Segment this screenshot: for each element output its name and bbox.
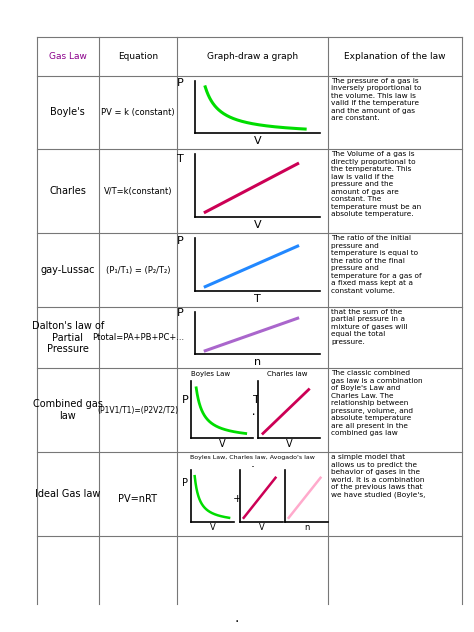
Text: Ptotal=PA+PB+PC+...: Ptotal=PA+PB+PC+... — [92, 333, 184, 342]
Text: V: V — [288, 478, 294, 488]
Text: Graph-draw a graph: Graph-draw a graph — [207, 52, 298, 61]
X-axis label: V: V — [259, 523, 264, 532]
Text: Gas Law: Gas Law — [49, 52, 87, 61]
Text: Explanation of the law: Explanation of the law — [344, 52, 446, 61]
Text: a simple model that
allows us to predict the
behavior of gases in the
world. It : a simple model that allows us to predict… — [331, 454, 426, 498]
Text: Dalton's law of
Partial
Pressure: Dalton's law of Partial Pressure — [32, 321, 104, 354]
Text: PV=nRT: PV=nRT — [118, 494, 157, 504]
Text: .: . — [251, 457, 255, 470]
Y-axis label: P: P — [177, 236, 183, 246]
Text: The Volume of a gas is
directly proportional to
the temperature. This
law is val: The Volume of a gas is directly proporti… — [331, 151, 421, 217]
X-axis label: V: V — [254, 136, 262, 146]
Text: T: T — [253, 395, 260, 405]
Text: V/T=k(constant): V/T=k(constant) — [104, 186, 172, 196]
Text: +: + — [233, 494, 242, 504]
Text: Boyles Law, Charles law, Avogado's law: Boyles Law, Charles law, Avogado's law — [190, 455, 315, 460]
Y-axis label: P: P — [177, 78, 183, 88]
Text: Ideal Gas law: Ideal Gas law — [35, 489, 100, 499]
Text: (P1V1/T1)=(P2V2/T2): (P1V1/T1)=(P2V2/T2) — [97, 406, 179, 415]
Text: Boyles Law: Boyles Law — [191, 371, 230, 377]
X-axis label: n: n — [304, 523, 310, 532]
Text: T: T — [241, 478, 247, 488]
X-axis label: V: V — [219, 439, 226, 449]
X-axis label: T: T — [255, 294, 261, 303]
X-axis label: V: V — [210, 523, 216, 532]
Text: that the sum of the
partial pressure in a
mixture of gases will
equal the total
: that the sum of the partial pressure in … — [331, 309, 408, 345]
X-axis label: V: V — [285, 439, 292, 449]
Text: P: P — [182, 395, 189, 405]
X-axis label: V: V — [254, 220, 262, 230]
Text: Boyle's: Boyle's — [50, 107, 85, 118]
Text: Charles: Charles — [49, 186, 86, 196]
Text: The ratio of the initial
pressure and
temperature is equal to
the ratio of the f: The ratio of the initial pressure and te… — [331, 235, 422, 294]
Text: PV = k (constant): PV = k (constant) — [101, 108, 175, 117]
Text: .: . — [235, 611, 239, 625]
Text: P: P — [182, 478, 188, 488]
Text: gay-Lussac: gay-Lussac — [41, 265, 95, 275]
Y-axis label: P: P — [177, 308, 183, 319]
Text: The classic combined
gas law is a combination
of Boyle's Law and
Charles Law. Th: The classic combined gas law is a combin… — [331, 370, 423, 436]
Text: The pressure of a gas is
inversely proportional to
the volume. This law is
valid: The pressure of a gas is inversely propo… — [331, 78, 422, 121]
Y-axis label: T: T — [177, 154, 183, 164]
Text: Charles law: Charles law — [267, 371, 308, 377]
Text: Equation: Equation — [118, 52, 158, 61]
X-axis label: n: n — [254, 357, 261, 367]
Text: (P₁/T₁) = (P₂/T₂): (P₁/T₁) = (P₂/T₂) — [106, 265, 170, 274]
Text: Combined gas
law: Combined gas law — [33, 399, 103, 421]
Text: +: + — [245, 408, 256, 421]
